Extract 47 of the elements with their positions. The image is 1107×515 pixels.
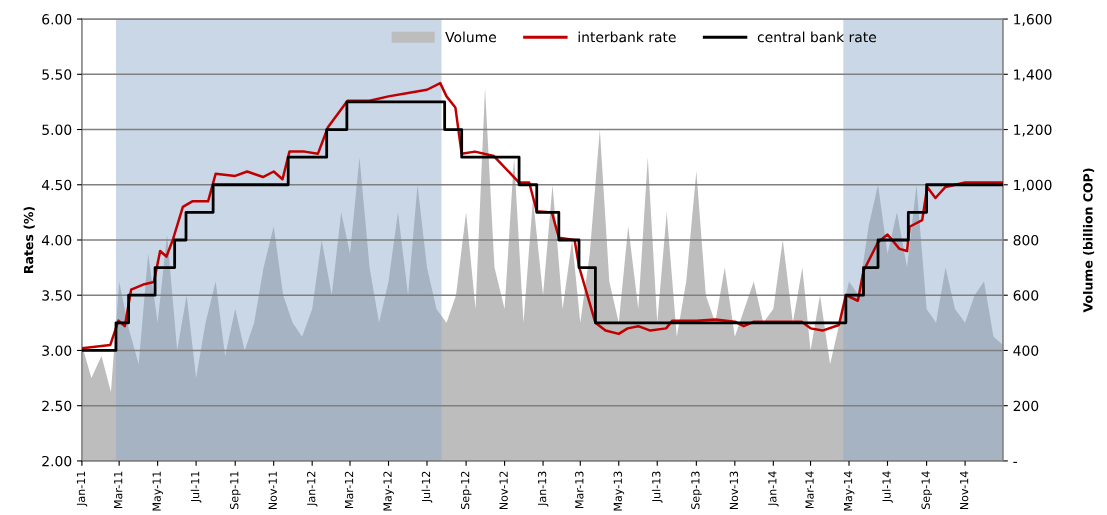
x-tick-label: Jan-11: [76, 471, 88, 507]
y-tick-label: 2.00: [42, 455, 72, 467]
x-tick-label: Jul-13: [651, 471, 663, 503]
x-tick-label: Sep-12: [460, 471, 472, 510]
x-tick-label: May-11: [152, 471, 163, 511]
x-tick-label: Nov-11: [268, 471, 277, 510]
legend-label: interbank rate: [578, 31, 676, 43]
x-tick-label: Jan-13: [537, 471, 549, 507]
y2-axis-title: Volume (billion COP): [1082, 168, 1095, 313]
x-tick-label: Mar-12: [344, 471, 354, 508]
x-tick-label: May-13: [613, 471, 625, 511]
x-tick-label: Jan-14: [768, 471, 779, 507]
x-tick-label: Sep-14: [921, 471, 932, 510]
y-tick-label: 3.50: [42, 290, 72, 301]
y2-tick-label: 400: [1013, 345, 1039, 356]
x-tick-label: Mar-14: [805, 471, 814, 508]
y-tick-label: 6.00: [42, 14, 72, 25]
x-tick-label: Sep-13: [691, 471, 702, 510]
x-tick-label: May-14: [843, 471, 855, 511]
y-tick-label: 2.50: [42, 400, 72, 412]
y2-tick-label: -: [1013, 461, 1017, 463]
x-tick-label: Nov-12: [499, 471, 508, 510]
y2-tick-label: 1,000: [1014, 179, 1052, 192]
x-tick-label: Mar-11: [114, 471, 123, 508]
y2-tick-label: 1,400: [1014, 69, 1052, 82]
x-tick-label: Jul-11: [190, 471, 202, 503]
x-tick-label: Nov-13: [729, 471, 739, 510]
x-tick-label: May-12: [383, 471, 394, 511]
x-tick-label: Jul-14: [882, 471, 893, 503]
y-tick-label: 3.00: [42, 345, 72, 356]
y2-tick-label: 1,200: [1014, 124, 1052, 137]
y-tick-label: 4.00: [41, 234, 72, 246]
y-tick-label: 4.50: [41, 179, 72, 191]
x-tick-label: Jul-12: [421, 471, 433, 503]
y-tick-label: 5.50: [42, 69, 72, 80]
y-tick-label: 5.00: [42, 124, 72, 135]
y2-tick-label: 200: [1013, 400, 1039, 412]
x-tick-label: Nov-14: [960, 471, 969, 510]
x-tick-label: Jan-12: [306, 471, 318, 507]
legend-label: Volume: [445, 31, 497, 43]
y-axis-title: Rates (%): [23, 206, 35, 273]
y2-tick-label: 600: [1013, 290, 1039, 301]
x-tick-label: Sep-11: [230, 471, 241, 510]
y2-tick-label: 1,600: [1014, 14, 1052, 26]
legend-label: central bank rate: [757, 31, 877, 43]
x-tick-label: Mar-13: [575, 471, 584, 508]
y2-tick-label: 800: [1013, 234, 1039, 246]
